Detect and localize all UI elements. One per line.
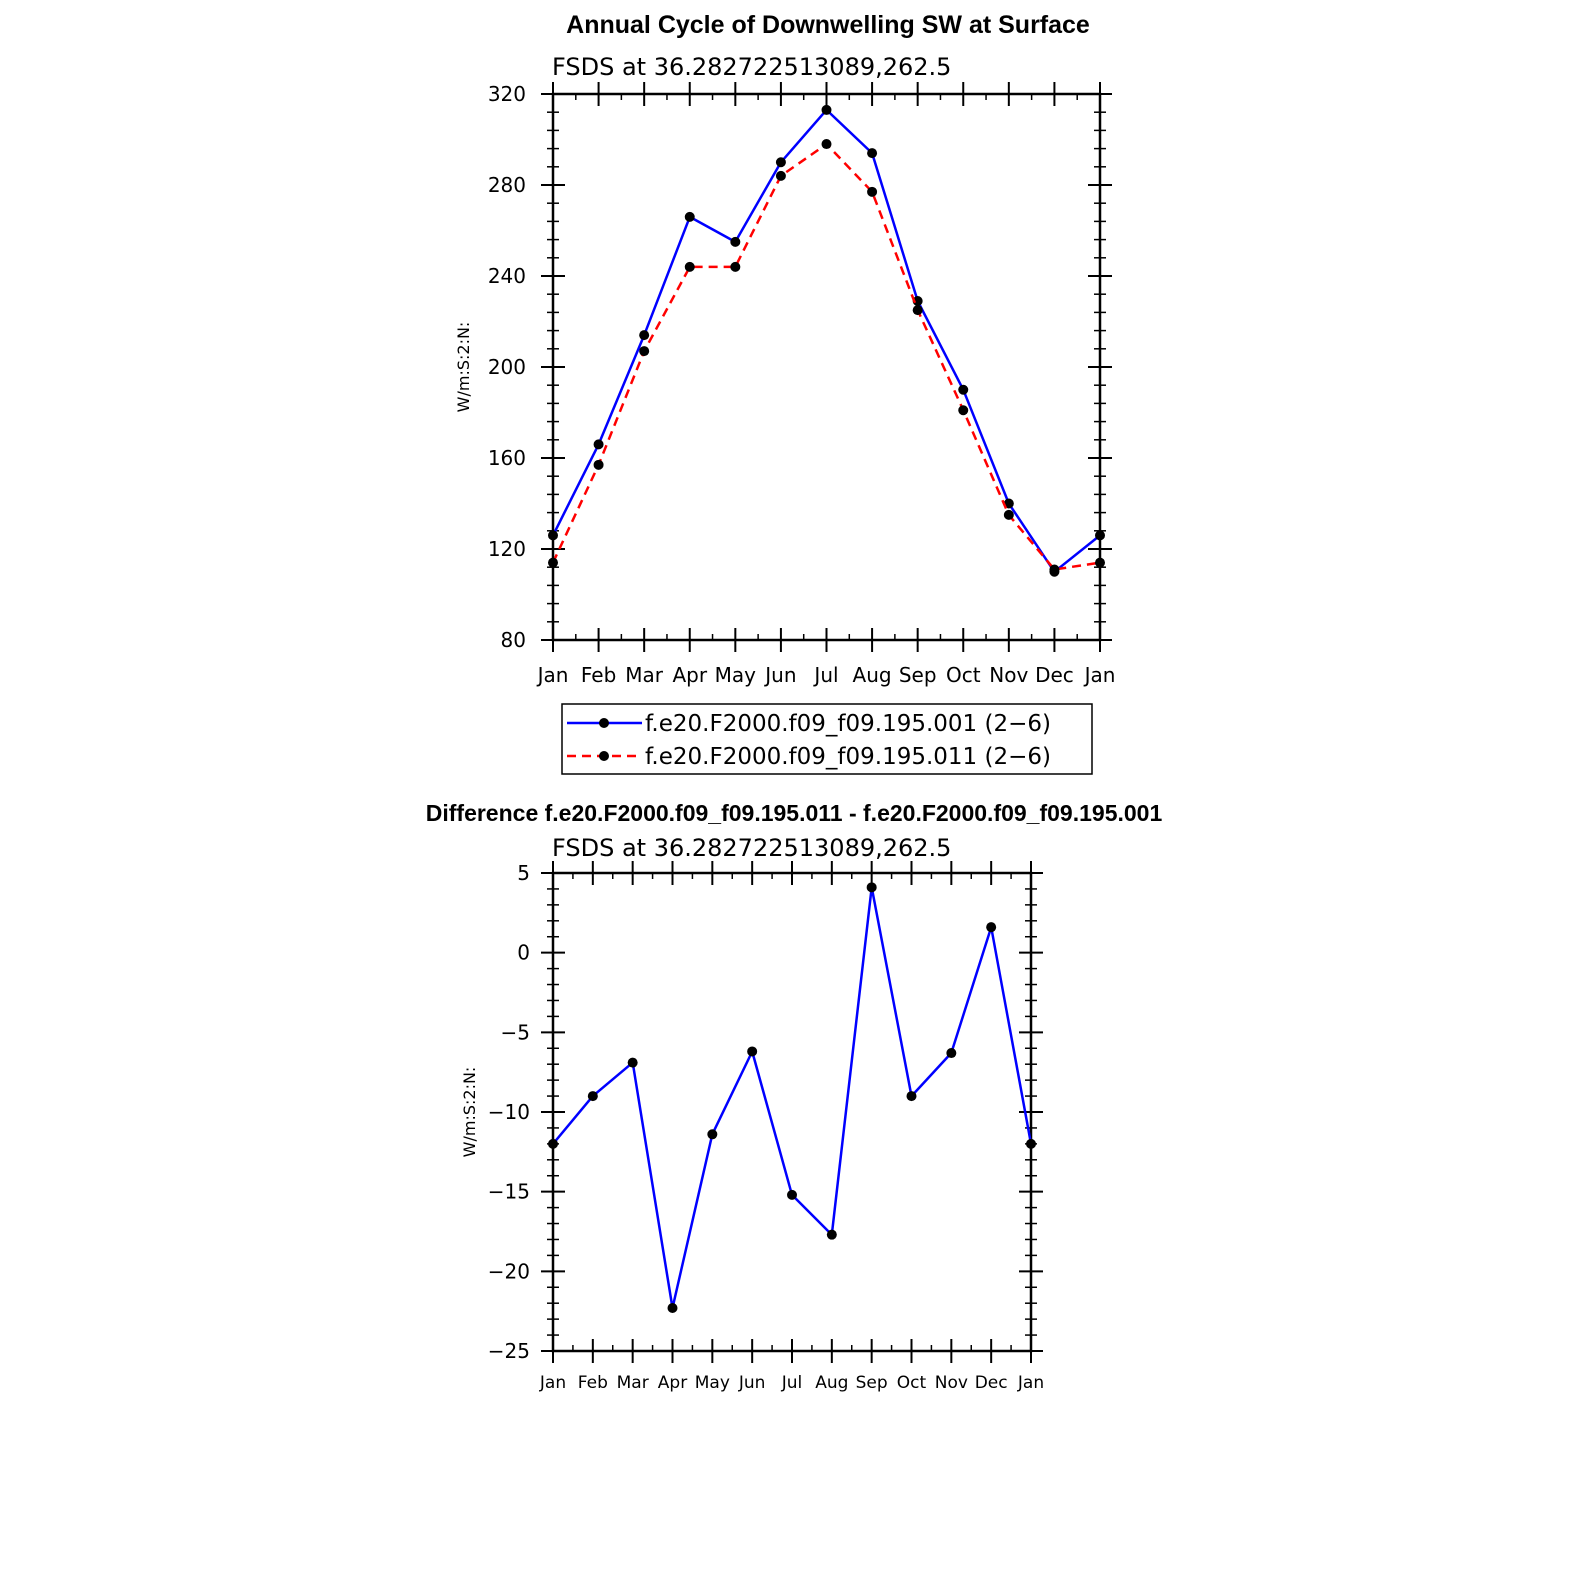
data-point: [548, 530, 558, 541]
chart-title: Annual Cycle of Downwelling SW at Surfac…: [566, 11, 1090, 39]
y-tick-label: −25: [488, 1339, 530, 1363]
y-tick-label: 320: [488, 82, 526, 106]
chart-title: Difference f.e20.F2000.f09_f09.195.011 -…: [426, 800, 1163, 826]
x-tick-label: Dec: [975, 1373, 1008, 1393]
y-tick-label: 0: [517, 941, 530, 965]
y-tick-label: −5: [501, 1020, 530, 1044]
x-tick-label: Jul: [812, 663, 838, 687]
legend-label-series-1: f.e20.F2000.f09_f09.195.001 (2−6): [645, 711, 1051, 737]
data-point: [730, 236, 741, 247]
data-point: [639, 330, 650, 341]
data-point: [986, 922, 997, 933]
x-tick-label: Jan: [1083, 663, 1116, 687]
data-point: [946, 1048, 957, 1059]
data-point: [587, 1091, 598, 1102]
data-point: [1026, 1138, 1036, 1149]
x-tick-label: Feb: [581, 663, 616, 687]
data-point: [667, 1302, 678, 1313]
y-tick-label: −10: [488, 1100, 530, 1124]
x-tick-label: Sep: [856, 1373, 888, 1393]
data-point: [826, 1229, 837, 1240]
data-point: [684, 261, 695, 272]
chart-subtitle: FSDS at 36.282722513089,262.5: [552, 53, 951, 81]
x-tick-label: Nov: [935, 1373, 968, 1393]
x-tick-label: Aug: [853, 663, 892, 687]
x-tick-label: Jan: [1017, 1373, 1044, 1393]
data-point: [787, 1189, 797, 1200]
data-point: [627, 1057, 638, 1068]
plot-frame: [551, 871, 1033, 1353]
y-tick-label: 5: [517, 861, 530, 885]
y-tick-label: 240: [488, 264, 526, 288]
data-point: [906, 1091, 917, 1102]
data-point: [912, 296, 923, 307]
data-point: [1095, 530, 1105, 541]
data-point: [1049, 564, 1060, 575]
y-axis-label: W/m:S:2:N:: [454, 322, 473, 413]
x-tick-label: Jul: [781, 1373, 803, 1393]
y-tick-label: −15: [488, 1180, 530, 1204]
series-line-1: [551, 108, 1101, 574]
data-point: [958, 405, 969, 416]
y-tick-label: 280: [488, 173, 526, 197]
data-point: [593, 439, 604, 450]
y-tick-label: 160: [488, 446, 526, 470]
plot-area: Jan Feb Mar Apr May Jun Jul Aug Sep Oct Nov Dec Jan−…: [488, 861, 1044, 1393]
y-tick-label: 200: [488, 355, 526, 379]
x-tick-label: Jun: [763, 663, 796, 687]
data-point: [730, 261, 741, 272]
y-tick-label: −20: [488, 1259, 530, 1283]
data-point: [1003, 509, 1014, 520]
legend-box: [561, 703, 1093, 775]
difference-chart: Difference f.e20.F2000.f09_f09.195.011 -…: [426, 800, 1163, 1393]
data-point: [639, 346, 650, 357]
data-point: [958, 384, 969, 395]
data-point: [1095, 557, 1105, 568]
x-tick-label: Mar: [625, 663, 664, 687]
data-point: [775, 157, 786, 168]
x-tick-label: Aug: [815, 1373, 848, 1393]
y-axis-label: W/m:S:2:N:: [460, 1067, 479, 1158]
x-tick-label: May: [695, 1373, 730, 1393]
x-tick-label: Nov: [989, 663, 1028, 687]
annual-cycle-chart: Annual Cycle of Downwelling SW at Surfac…: [454, 11, 1116, 775]
data-point: [912, 305, 923, 316]
x-tick-label: Dec: [1035, 663, 1074, 687]
data-point: [1003, 498, 1014, 509]
x-tick-label: May: [715, 663, 757, 687]
data-point: [593, 459, 604, 470]
x-tick-label: Sep: [899, 663, 937, 687]
data-point: [821, 104, 832, 115]
data-point: [775, 170, 786, 181]
legend: f.e20.F2000.f09_f09.195.001 (2−6) f.e20.…: [561, 703, 1093, 775]
data-point: [821, 139, 832, 150]
plot-frame: [551, 92, 1102, 642]
series-line-1: [552, 886, 1033, 1310]
legend-label-series-2: f.e20.F2000.f09_f09.195.011 (2−6): [645, 744, 1051, 770]
x-tick-label: Apr: [658, 1373, 687, 1393]
data-point: [548, 557, 558, 568]
x-tick-label: Apr: [672, 663, 707, 687]
x-tick-label: Jan: [536, 663, 569, 687]
x-tick-label: Jan: [539, 1373, 566, 1393]
data-point: [548, 1138, 558, 1149]
data-point: [707, 1129, 718, 1140]
legend-marker-series-2: [599, 751, 609, 761]
data-point: [684, 211, 695, 222]
data-point: [866, 882, 877, 893]
x-tick-label: Feb: [578, 1373, 608, 1393]
data-point: [867, 186, 878, 197]
chart-subtitle: FSDS at 36.282722513089,262.5: [552, 834, 951, 862]
y-tick-label: 120: [488, 537, 526, 561]
x-tick-label: Oct: [946, 663, 981, 687]
y-tick-label: 80: [501, 628, 526, 652]
x-tick-label: Mar: [617, 1373, 649, 1393]
x-tick-label: Jun: [738, 1373, 766, 1393]
data-point: [747, 1046, 758, 1057]
plot-area: Jan Feb Mar Apr May Jun Jul Aug Sep Oct Nov Dec Jan 8…: [488, 82, 1116, 687]
data-point: [867, 148, 878, 159]
x-tick-label: Oct: [897, 1373, 927, 1393]
legend-marker-series-1: [599, 718, 609, 728]
